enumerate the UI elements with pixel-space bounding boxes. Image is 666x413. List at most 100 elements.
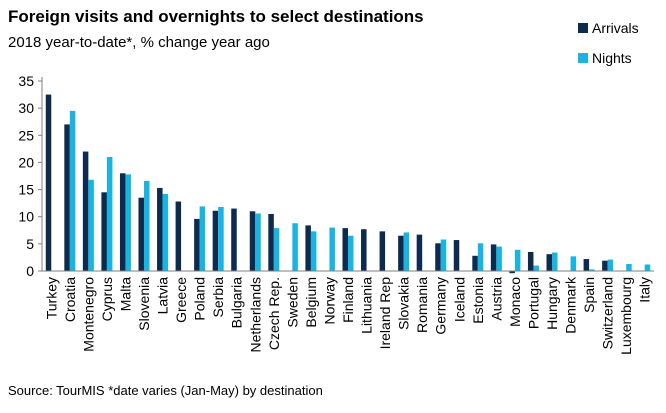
bar-nights-slovenia: [144, 180, 150, 271]
x-tick-label: Portugal: [525, 277, 541, 329]
x-tick-label: Malta: [117, 277, 133, 311]
bar-arrivals-ireland-rep: [379, 231, 386, 271]
x-tick-label: Luxembourg: [618, 277, 634, 355]
bar-nights-luxembourg: [626, 263, 632, 271]
bar-nights-denmark: [570, 256, 577, 271]
bar-nights-estonia: [477, 243, 484, 271]
x-tick-label: Lithuania: [359, 277, 375, 334]
bar-arrivals-montenegro: [82, 151, 89, 271]
bar-arrivals-estonia: [472, 255, 478, 271]
legend-swatch-arrivals: [578, 23, 588, 33]
bar-nights-sweden: [292, 223, 298, 271]
x-tick-label: Greece: [173, 277, 189, 323]
x-tick-label: Austria: [488, 277, 504, 321]
legend-label-arrivals: Arrivals: [592, 20, 639, 36]
bar-arrivals-finland: [342, 228, 348, 271]
bar-nights-austria: [496, 246, 502, 271]
legend-label-nights: Nights: [592, 50, 632, 66]
bar-arrivals-monaco: [509, 271, 515, 274]
bar-arrivals-malta: [119, 173, 126, 271]
bar-nights-germany: [440, 239, 447, 271]
chart-title: Foreign visits and overnights to select …: [8, 7, 424, 26]
bar-nights-slovakia: [403, 232, 410, 271]
bar-arrivals-croatia: [64, 124, 70, 272]
x-tick-label: Croatia: [62, 277, 78, 322]
bar-nights-hungary: [552, 252, 558, 271]
bar-nights-malta: [125, 174, 131, 271]
bar-arrivals-bulgaria: [231, 208, 237, 271]
bar-arrivals-germany: [435, 243, 441, 271]
bar-arrivals-portugal: [527, 252, 534, 271]
bar-nights-netherlands: [255, 213, 261, 271]
x-tick-label: Turkey: [43, 277, 59, 319]
x-tick-label: Ireland Rep: [377, 277, 393, 350]
x-tick-label: Norway: [321, 277, 337, 324]
bar-arrivals-netherlands: [249, 211, 256, 271]
x-tick-label: Iceland: [451, 277, 467, 322]
x-tick-label: Montenegro: [80, 277, 96, 352]
y-tick-label: 20: [18, 154, 34, 170]
x-tick-label: Spain: [581, 277, 597, 313]
x-tick-label: Poland: [192, 277, 208, 321]
bar-nights-serbia: [218, 206, 224, 271]
bar-nights-switzerland: [607, 259, 614, 271]
x-tick-label: Italy: [637, 277, 653, 303]
bar-arrivals-iceland: [453, 240, 460, 271]
x-tick-label: Bulgaria: [229, 277, 245, 329]
y-tick-label: 25: [18, 127, 34, 143]
x-tick-label: Czech Rep.: [266, 277, 282, 350]
bar-arrivals-hungary: [546, 254, 552, 271]
bar-arrivals-serbia: [212, 210, 219, 271]
bar-nights-montenegro: [88, 179, 94, 271]
bar-arrivals-austria: [490, 244, 497, 271]
bar-arrivals-belgium: [305, 225, 311, 271]
bar-nights-portugal: [533, 265, 539, 271]
x-tick-label: Hungary: [544, 277, 560, 330]
legend-swatch-nights: [578, 53, 588, 63]
chart-subtitle: 2018 year-to-date*, % change year ago: [8, 34, 270, 51]
source-note: Source: TourMIS *date varies (Jan-May) b…: [8, 383, 323, 398]
bar-nights-latvia: [162, 193, 169, 271]
x-tick-label: Monaco: [507, 277, 523, 327]
x-tick-label: Netherlands: [247, 277, 263, 353]
bar-nights-monaco: [514, 249, 521, 271]
y-tick-label: 30: [18, 100, 34, 116]
bar-nights-poland: [199, 206, 206, 271]
bar-nights-czech-rep: [273, 228, 280, 271]
bar-arrivals-romania: [416, 234, 423, 271]
y-tick-label: 5: [26, 236, 34, 252]
bar-arrivals-lithuania: [361, 229, 367, 271]
x-tick-label: Slovenia: [136, 277, 152, 331]
bar-nights-norway: [329, 227, 335, 271]
bar-arrivals-slovenia: [138, 197, 144, 271]
x-tick-label: Latvia: [155, 277, 171, 315]
bar-arrivals-czech-rep: [268, 214, 274, 271]
x-tick-label: Cyprus: [99, 277, 115, 321]
bar-arrivals-cyprus: [101, 192, 107, 271]
bar-nights-cyprus: [106, 157, 113, 271]
x-tick-label: Estonia: [470, 277, 486, 324]
y-tick-label: 10: [18, 209, 34, 225]
bar-arrivals-turkey: [45, 94, 52, 271]
bar-nights-croatia: [69, 110, 76, 271]
bar-arrivals-spain: [583, 259, 590, 271]
bar-arrivals-slovakia: [398, 235, 404, 271]
legend-item-arrivals: Arrivals: [578, 20, 639, 36]
legend-item-nights: Nights: [578, 50, 632, 66]
bar-arrivals-latvia: [157, 187, 163, 271]
x-tick-label: Romania: [414, 277, 430, 333]
x-tick-label: Finland: [340, 277, 356, 323]
bar-nights-italy: [644, 264, 651, 271]
bar-arrivals-poland: [194, 218, 200, 271]
x-tick-label: Serbia: [210, 277, 226, 318]
y-tick-label: 35: [18, 73, 34, 89]
bar-arrivals-greece: [175, 201, 182, 271]
x-tick-label: Belgium: [303, 277, 319, 328]
x-tick-label: Switzerland: [600, 277, 616, 349]
x-tick-label: Slovakia: [396, 277, 412, 330]
y-tick-label: 15: [18, 182, 34, 198]
y-tick-label: 0: [26, 263, 34, 279]
bar-arrivals-switzerland: [602, 260, 608, 271]
x-tick-label: Sweden: [284, 277, 300, 328]
x-tick-label: Denmark: [563, 276, 579, 334]
